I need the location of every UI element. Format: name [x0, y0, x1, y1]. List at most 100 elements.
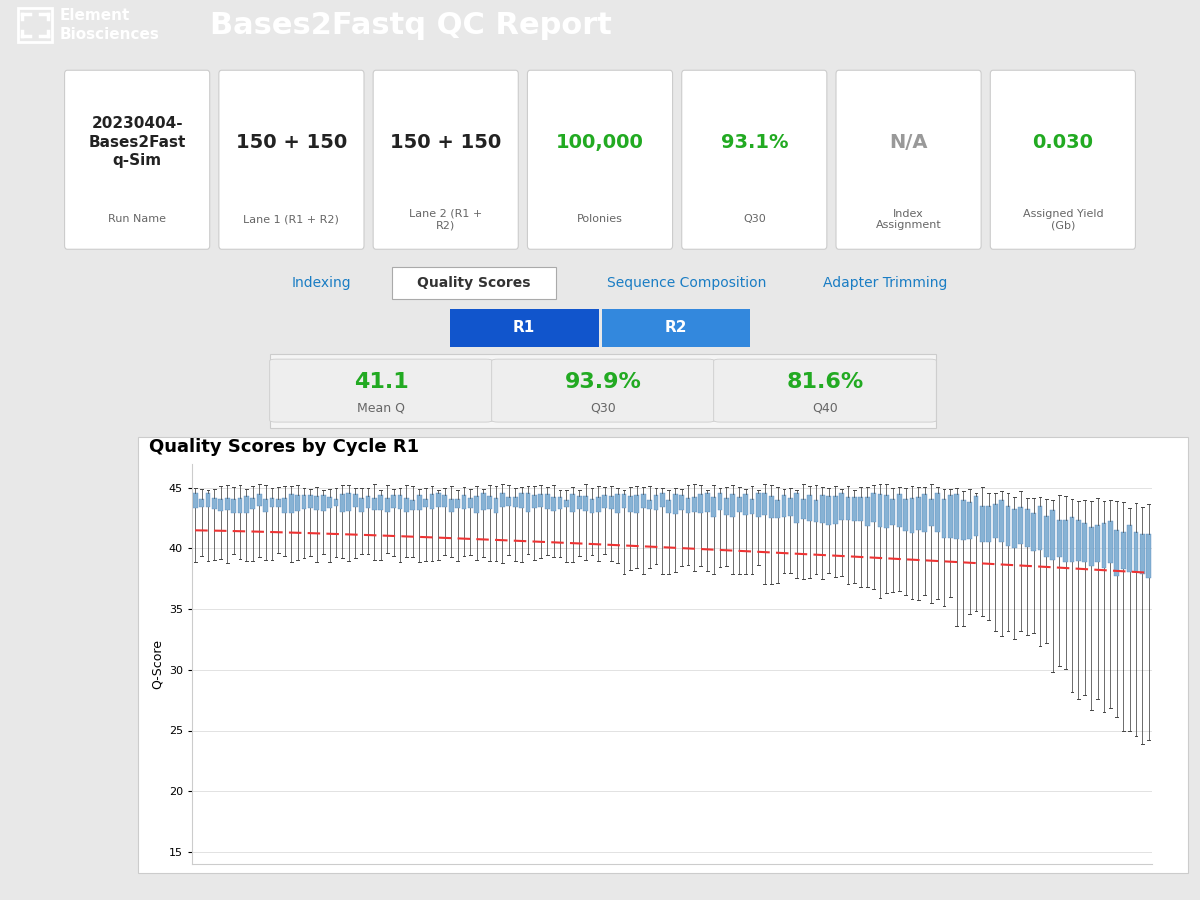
- Bar: [289, 494, 294, 513]
- Bar: [1038, 506, 1043, 550]
- Bar: [320, 495, 325, 511]
- Bar: [564, 500, 569, 508]
- Bar: [436, 493, 440, 507]
- Bar: [205, 493, 210, 508]
- Bar: [916, 497, 920, 530]
- Text: 41.1: 41.1: [354, 372, 408, 392]
- Bar: [404, 498, 409, 512]
- FancyBboxPatch shape: [270, 354, 936, 427]
- FancyBboxPatch shape: [682, 70, 827, 249]
- Text: Quality Scores: Quality Scores: [418, 275, 530, 290]
- Bar: [743, 494, 748, 515]
- Bar: [775, 500, 780, 518]
- Bar: [449, 500, 454, 512]
- Bar: [526, 492, 530, 512]
- Text: R1: R1: [512, 320, 535, 335]
- Text: Q40: Q40: [812, 402, 838, 415]
- Bar: [608, 496, 613, 508]
- Text: Lane 1 (R1 + R2): Lane 1 (R1 + R2): [244, 214, 340, 224]
- Text: 150 + 150: 150 + 150: [236, 132, 347, 152]
- Bar: [1050, 509, 1055, 560]
- Bar: [551, 498, 556, 510]
- Bar: [416, 495, 421, 510]
- Bar: [596, 497, 601, 512]
- Text: 0.030: 0.030: [1032, 132, 1093, 152]
- Bar: [673, 494, 678, 514]
- Bar: [756, 492, 761, 517]
- Bar: [1019, 508, 1024, 544]
- Bar: [1000, 500, 1004, 542]
- Bar: [378, 496, 383, 509]
- Bar: [532, 495, 536, 508]
- Bar: [232, 499, 236, 513]
- FancyBboxPatch shape: [218, 70, 364, 249]
- Bar: [660, 493, 665, 507]
- Bar: [238, 498, 242, 512]
- Bar: [372, 498, 377, 509]
- Bar: [871, 492, 876, 521]
- FancyBboxPatch shape: [450, 309, 599, 346]
- Y-axis label: Q-Score: Q-Score: [150, 639, 163, 688]
- Bar: [570, 494, 575, 512]
- FancyBboxPatch shape: [138, 436, 1188, 873]
- Text: Adapter Trimming: Adapter Trimming: [823, 275, 947, 290]
- Bar: [212, 498, 217, 509]
- Bar: [839, 493, 844, 520]
- Text: 81.6%: 81.6%: [786, 372, 864, 392]
- Text: Indexing: Indexing: [292, 275, 350, 290]
- Bar: [314, 496, 319, 510]
- Bar: [820, 495, 824, 523]
- FancyBboxPatch shape: [528, 70, 672, 249]
- Bar: [877, 494, 882, 527]
- Bar: [967, 502, 972, 539]
- Text: 100,000: 100,000: [556, 132, 644, 152]
- Text: 150 + 150: 150 + 150: [390, 132, 502, 152]
- Bar: [251, 498, 256, 509]
- Bar: [654, 495, 659, 510]
- Bar: [788, 498, 793, 517]
- Text: Polonies: Polonies: [577, 214, 623, 224]
- Bar: [1082, 523, 1087, 562]
- Bar: [622, 494, 626, 508]
- Bar: [244, 496, 248, 513]
- Text: Element: Element: [60, 7, 131, 22]
- Bar: [347, 493, 352, 511]
- Bar: [666, 500, 671, 513]
- Bar: [410, 500, 415, 509]
- FancyBboxPatch shape: [373, 70, 518, 249]
- Bar: [712, 497, 716, 517]
- Bar: [679, 495, 684, 509]
- Bar: [692, 497, 697, 512]
- Bar: [986, 506, 991, 542]
- Text: N/A: N/A: [889, 132, 928, 152]
- Text: Run Name: Run Name: [108, 214, 166, 224]
- Bar: [282, 499, 287, 513]
- Bar: [846, 497, 851, 520]
- Bar: [1102, 523, 1106, 568]
- Bar: [635, 495, 640, 513]
- Bar: [884, 496, 889, 528]
- Bar: [1121, 532, 1126, 569]
- Bar: [193, 493, 198, 508]
- FancyBboxPatch shape: [836, 70, 982, 249]
- FancyBboxPatch shape: [492, 359, 714, 422]
- Bar: [641, 494, 646, 508]
- Text: Assigned Yield
(Gb): Assigned Yield (Gb): [1022, 209, 1103, 230]
- Bar: [199, 500, 204, 507]
- Bar: [762, 492, 767, 515]
- Bar: [391, 495, 396, 508]
- Bar: [558, 497, 563, 509]
- Bar: [520, 493, 524, 508]
- Text: Lane 2 (R1 +
R2): Lane 2 (R1 + R2): [409, 209, 482, 230]
- Bar: [1031, 514, 1036, 552]
- FancyBboxPatch shape: [714, 359, 936, 422]
- Bar: [1088, 527, 1093, 566]
- Bar: [833, 496, 838, 524]
- Text: Biosciences: Biosciences: [60, 27, 160, 41]
- Bar: [724, 498, 728, 515]
- Text: Index
Assignment: Index Assignment: [876, 209, 942, 230]
- Bar: [698, 494, 703, 513]
- FancyBboxPatch shape: [391, 266, 557, 299]
- Text: 93.1%: 93.1%: [720, 132, 788, 152]
- Bar: [474, 496, 479, 513]
